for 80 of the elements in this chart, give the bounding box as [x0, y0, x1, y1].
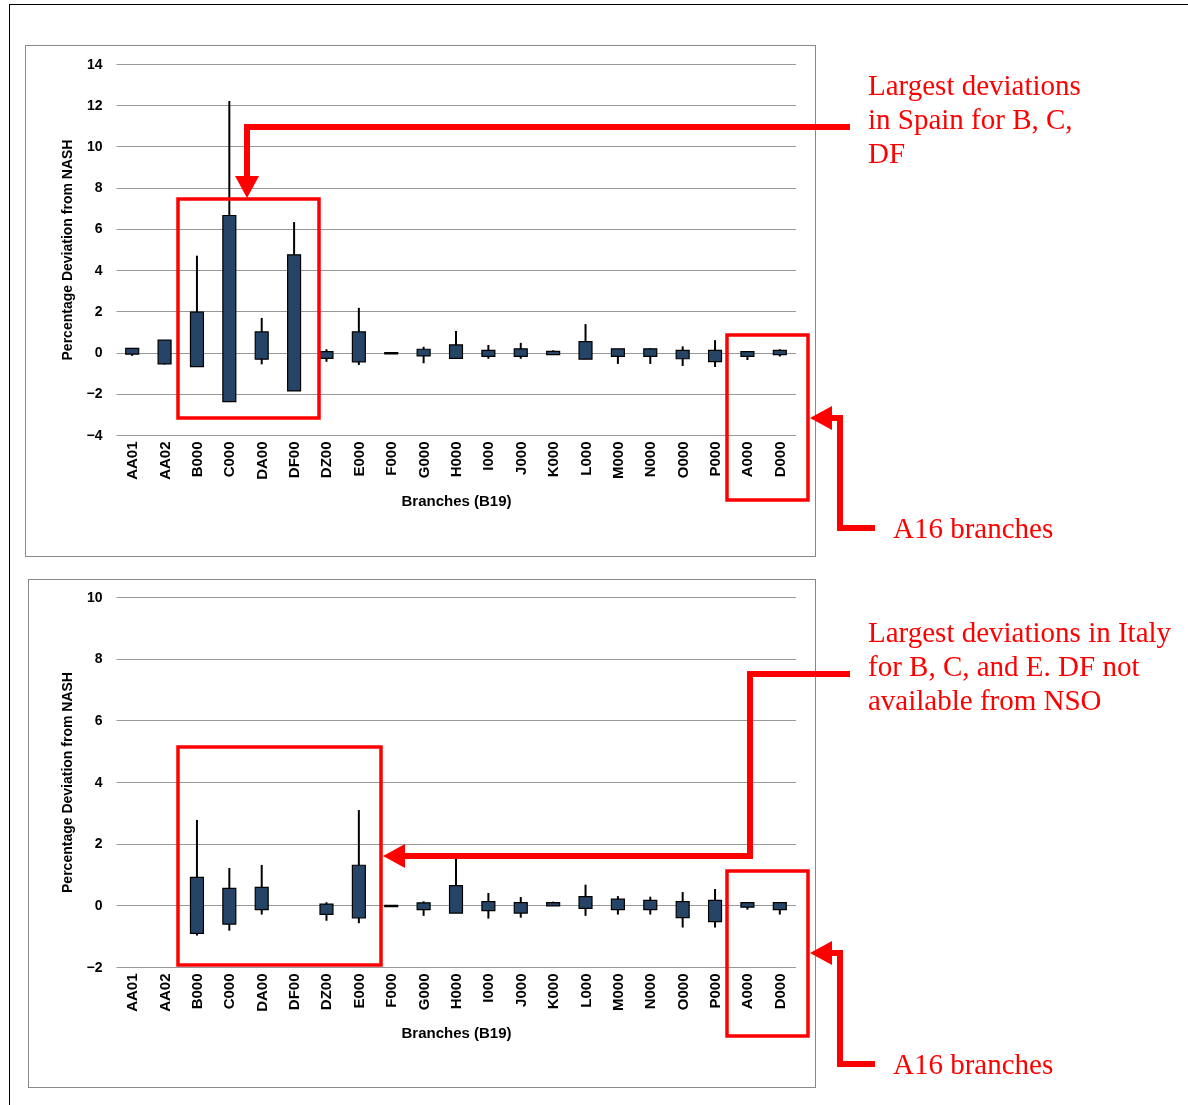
- candlestick: [578, 323, 593, 361]
- y-tick-label: 0: [94, 344, 103, 361]
- x-tick-label: I000: [479, 973, 497, 1003]
- y-tick-label: 6: [94, 220, 103, 237]
- text: A16 branches: [893, 1047, 1055, 1081]
- y-tick-label: −4: [86, 426, 103, 443]
- x-tick-label: H000: [447, 973, 464, 1010]
- y-tick-label: 14: [86, 55, 103, 72]
- x-tick-label: DA00: [252, 441, 270, 480]
- x-tick-label: H000: [447, 441, 464, 478]
- x-tick-label: DA00: [252, 973, 270, 1012]
- text: Largest deviations in Spain for B, C, DF: [868, 68, 1082, 170]
- y-tick-label: 10: [86, 137, 103, 154]
- x-tick-label: M000: [608, 441, 626, 480]
- y-tick-label: 8: [94, 650, 103, 667]
- x-tick-label: DF00: [285, 441, 303, 479]
- y-tick-label: −2: [86, 385, 103, 402]
- x-tick-label: AA02: [155, 441, 173, 480]
- y-axis-title: Percentage Deviation from NASH: [58, 139, 75, 361]
- candlestick: [157, 339, 172, 366]
- x-tick-label: E000: [349, 441, 367, 477]
- candlestick: [675, 345, 690, 367]
- x-tick-label: A000: [738, 973, 756, 1010]
- x-tick-label: J000: [511, 973, 529, 1007]
- x-tick-label: AA02: [155, 973, 173, 1012]
- x-tick-label: DZ00: [317, 973, 335, 1011]
- text: Largest deviations in Italy for B, C, and E. DF not available from NSO: [868, 615, 1173, 717]
- x-tick-label: C000: [220, 973, 238, 1010]
- x-tick-label: F000: [382, 441, 400, 476]
- y-tick-label: 10: [86, 588, 103, 605]
- x-tick-label: P000: [706, 973, 724, 1009]
- x-axis-title: Branches (B19): [401, 1023, 512, 1041]
- y-tick-label: 8: [94, 179, 103, 196]
- candlestick: [513, 896, 528, 919]
- x-tick-label: J000: [511, 441, 529, 475]
- y-tick-label: 0: [94, 896, 103, 913]
- x-tick-label: DZ00: [317, 441, 335, 479]
- candlestick: [707, 887, 723, 929]
- x-axis-title: Branches (B19): [401, 491, 512, 509]
- x-tick-label: O000: [673, 973, 691, 1011]
- candlestick: [448, 330, 464, 360]
- x-tick-label: AA01: [123, 441, 141, 480]
- candlestick: [319, 901, 334, 922]
- candlestick: [707, 339, 723, 368]
- y-tick-label: 6: [94, 711, 103, 728]
- x-tick-label: B000: [187, 973, 205, 1010]
- x-tick-label: N000: [641, 441, 659, 478]
- x-tick-label: M000: [608, 973, 626, 1012]
- y-tick-label: 2: [94, 302, 103, 319]
- x-tick-label: E000: [349, 973, 367, 1009]
- text: A16 branches: [893, 511, 1055, 545]
- x-tick-label: O000: [673, 441, 691, 479]
- candlestick: [481, 892, 496, 920]
- x-tick-label: D000: [770, 441, 788, 478]
- candlestick: [578, 883, 593, 917]
- x-tick-label: K000: [544, 441, 562, 478]
- y-tick-label: 4: [94, 773, 103, 790]
- y-tick-label: 2: [94, 835, 103, 852]
- x-tick-label: G000: [414, 973, 432, 1011]
- x-tick-label: DF00: [285, 973, 303, 1011]
- x-tick-label: F000: [382, 973, 400, 1008]
- candlestick: [610, 895, 625, 916]
- y-tick-label: −2: [86, 958, 103, 975]
- x-tick-label: K000: [544, 973, 562, 1010]
- x-tick-label: L000: [576, 441, 594, 476]
- x-tick-label: L000: [576, 973, 594, 1008]
- x-tick-label: N000: [641, 973, 659, 1010]
- x-tick-label: G000: [414, 441, 432, 479]
- y-axis-title: Percentage Deviation from NASH: [58, 672, 75, 893]
- x-tick-label: D000: [770, 973, 788, 1010]
- x-tick-label: AA01: [123, 973, 141, 1012]
- y-tick-label: 12: [86, 96, 103, 113]
- candlestick: [675, 891, 690, 929]
- x-tick-label: C000: [220, 441, 238, 478]
- x-tick-label: I000: [479, 441, 497, 471]
- x-tick-label: A000: [738, 441, 756, 478]
- y-tick-label: 4: [94, 261, 103, 278]
- x-tick-label: P000: [706, 441, 724, 477]
- x-tick-label: B000: [187, 441, 205, 478]
- candlestick: [254, 863, 269, 916]
